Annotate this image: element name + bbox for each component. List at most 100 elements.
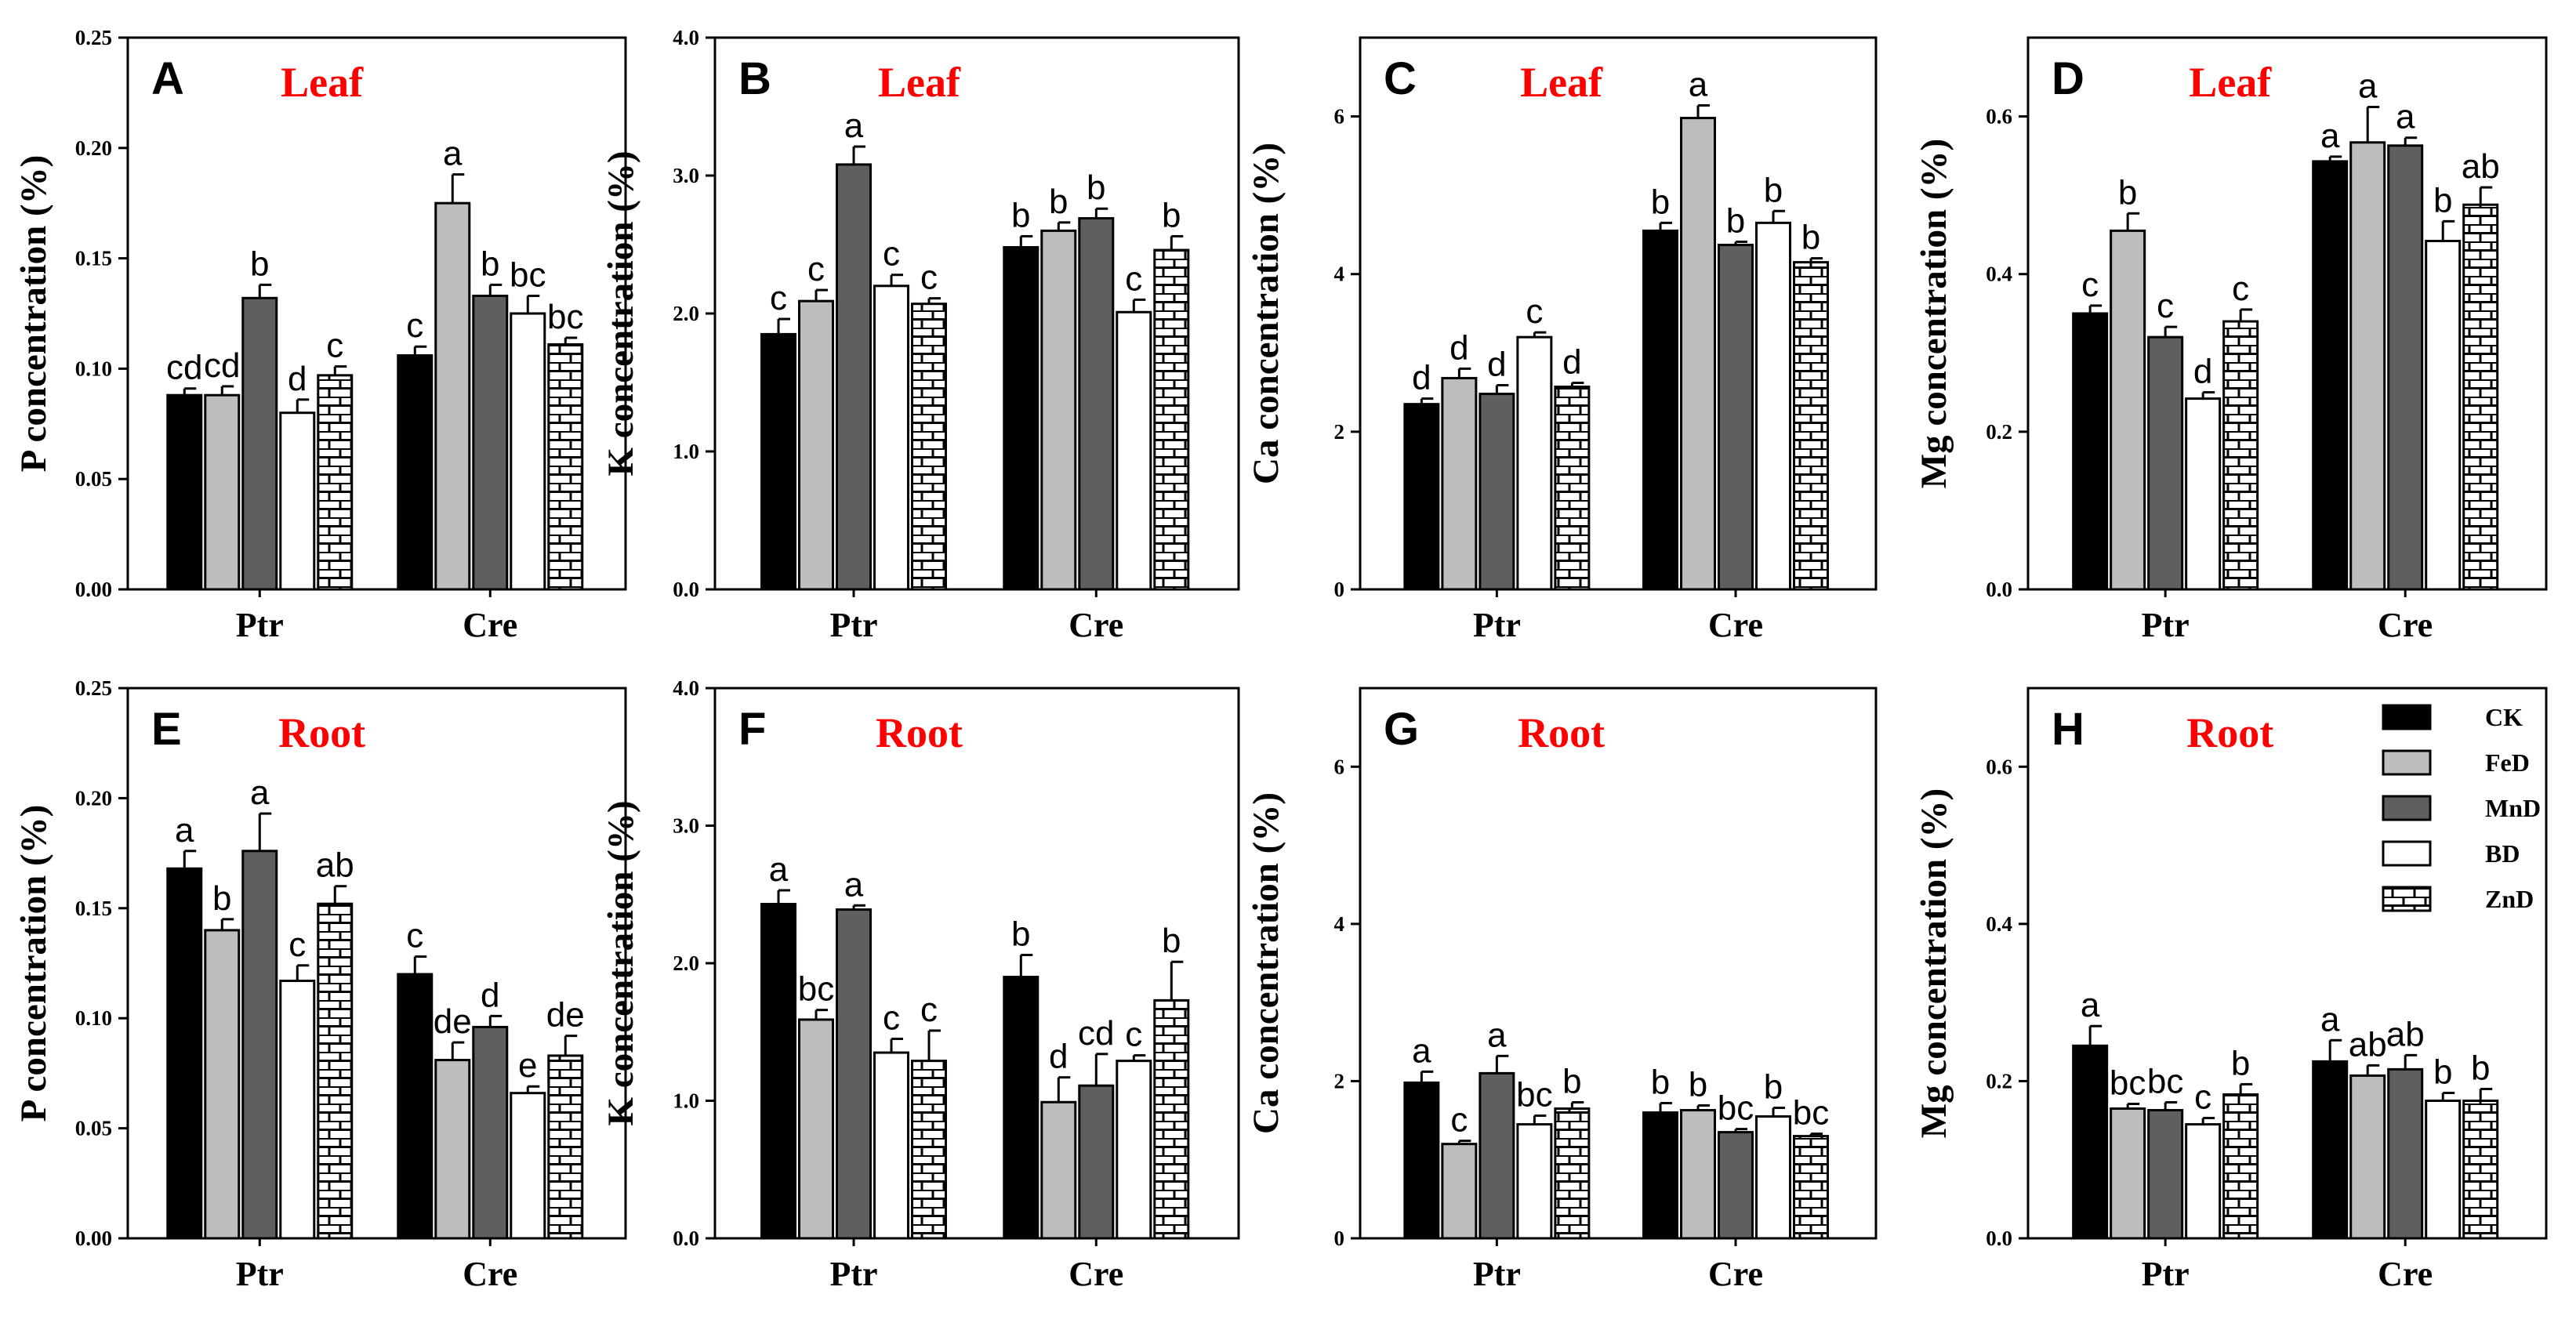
x-category-label: Cre [2378,606,2433,644]
significance-letter: b [1651,1064,1670,1102]
bar-fed [1441,376,1478,591]
bar-ck [2312,1060,2349,1240]
bar-mnd [472,1025,509,1240]
significance-letter: d [1412,359,1431,397]
bar-bd [873,284,910,591]
significance-letter: d [1562,343,1581,382]
significance-letter: b [1764,1068,1783,1107]
significance-letter: de [546,996,585,1035]
bar-bd [1516,1123,1553,1240]
bar-ck [1403,403,1440,591]
y-tick-label: 4 [1334,263,1345,286]
significance-letter: a [844,107,864,145]
significance-letter: b [481,245,499,283]
bar-znd [2222,320,2259,591]
significance-letter: d [481,976,499,1014]
legend-swatch-ck [2382,704,2432,730]
y-tick-label: 1.0 [673,440,699,463]
y-axis-label: K concentration (%) [600,150,641,476]
bar-znd [1554,1107,1591,1240]
significance-letter: a [2396,98,2415,136]
bar-znd [1554,386,1591,591]
y-tick-label: 4.0 [673,676,699,700]
bar-mnd [1478,1071,1515,1240]
y-tick-label: 2.0 [673,951,699,975]
significance-letter: ab [2386,1015,2425,1053]
significance-letter: b [212,879,231,918]
panel-letter: B [738,53,771,104]
significance-letter: bc [510,255,546,294]
panel-tissue-title: Leaf [2189,59,2272,106]
significance-letter: a [1689,65,1708,103]
y-tick-label: 4.0 [673,26,699,49]
x-category-label: Cre [1068,1255,1123,1293]
y-tick-label: 0.0 [1986,1227,2012,1250]
bar-znd [911,303,948,591]
bar-mnd [1078,217,1115,591]
legend-label-ck: CK [2485,703,2523,731]
y-tick-label: 3.0 [673,814,699,838]
significance-letter: d [2193,353,2212,391]
y-tick-label: 0.10 [75,1006,112,1030]
panel-d: 0.0 0.2 0.4 0.6 Mg concentration (%) D Leaf Ptr… [1914,36,2548,644]
legend-swatch-znd [2382,886,2432,912]
legend-swatch-fed [2382,749,2432,776]
significance-letter: b [1764,171,1783,209]
significance-letter: c [2194,1078,2211,1117]
significance-letter: b [1162,196,1181,234]
bar-mnd [241,296,278,591]
bar-ck [2072,312,2109,591]
significance-letter: b [1689,1066,1707,1104]
significance-letter: c [883,999,900,1038]
bar-mnd [1718,1131,1754,1240]
bar-bd [1116,310,1152,591]
bar-fed [1680,1109,1717,1240]
bar-bd [1116,1060,1152,1240]
bar-mnd [241,850,278,1240]
y-tick-label: 6 [1334,755,1345,778]
y-tick-label: 0.0 [673,1227,699,1250]
significance-letter: e [518,1046,537,1085]
y-tick-label: 0.2 [1986,420,2012,444]
significance-letter: d [1449,328,1468,367]
x-category-label: Cre [1708,606,1763,644]
significance-letter: cd [166,349,202,387]
bar-bd [279,411,316,591]
significance-letter: d [1487,346,1506,384]
bar-znd [911,1060,948,1240]
bar-ck [1403,1081,1440,1240]
y-tick-label: 6 [1334,105,1345,129]
bar-mnd [836,163,873,591]
bar-bd [1755,1115,1792,1240]
significance-letter: c [920,259,938,297]
significance-letter: b [2471,1049,2490,1087]
panel-letter: D [2052,53,2084,104]
significance-letter: ab [2349,1025,2387,1064]
panel-letter: F [738,704,766,755]
bar-mnd [2147,335,2184,591]
bar-znd [1793,261,1830,591]
bar-fed [2349,141,2386,591]
y-tick-label: 2 [1334,420,1345,444]
y-tick-label: 0 [1334,1227,1345,1250]
y-axis-label: P concentration (%) [13,155,54,473]
panel-tissue-title: Root [876,709,963,756]
significance-letter: c [406,306,423,345]
significance-letter: a [250,774,270,812]
bar-znd [317,374,354,591]
significance-letter: bc [1718,1089,1754,1128]
panel-letter: C [1384,53,1417,104]
bar-ck [760,332,797,591]
y-tick-label: 0.0 [673,578,699,601]
significance-letter: b [250,245,269,283]
bar-mnd [2147,1109,2184,1240]
panel-e: 0.00 0.05 0.10 0.15 0.20 0.25 P concentration … [13,676,627,1293]
significance-letter: b [2433,181,2452,219]
significance-letter: bc [1793,1094,1829,1132]
significance-letter: b [2433,1053,2452,1091]
y-tick-label: 0.00 [75,578,112,601]
plot-frame [126,687,627,1240]
panel-tissue-title: Root [278,709,365,756]
